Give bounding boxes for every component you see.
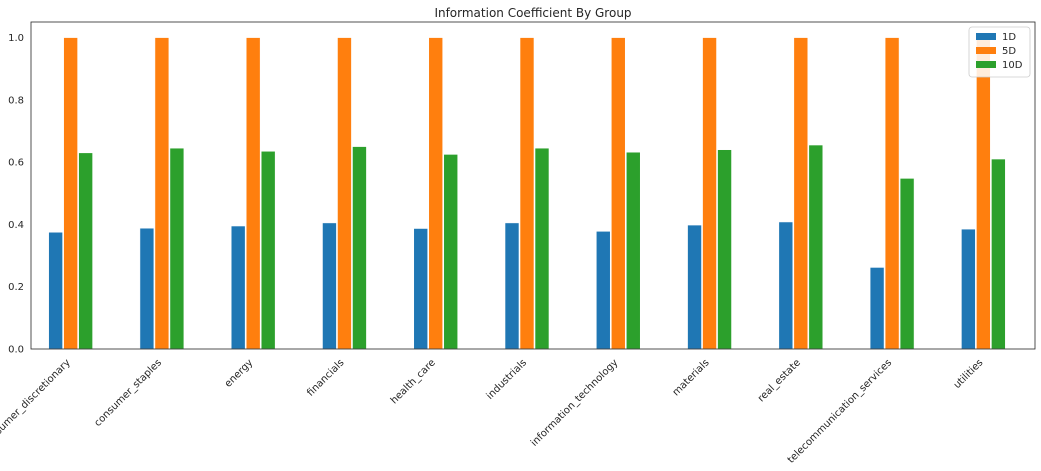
x-axis: consumer_discretionary consumer_staples en… bbox=[0, 357, 985, 466]
x-tick-label: information_technology bbox=[529, 357, 620, 448]
plot-frame bbox=[30, 21, 1036, 350]
legend-swatch-10D bbox=[976, 61, 996, 68]
y-axis: 0.0 0.2 0.4 0.6 0.8 1.0 bbox=[8, 33, 24, 355]
x-tick-label: energy bbox=[223, 357, 255, 389]
bar-1D-information_technology bbox=[595, 230, 611, 350]
x-tick-label: telecommunication_services bbox=[786, 357, 894, 465]
bar-1D-health_care bbox=[413, 228, 429, 350]
y-tick-label: 1.0 bbox=[8, 33, 24, 44]
y-tick-label: 0.6 bbox=[8, 158, 24, 169]
bar-5D-materials bbox=[702, 37, 717, 350]
bars-group bbox=[48, 37, 1006, 350]
chart-title: Information Coefficient By Group bbox=[434, 6, 631, 20]
bar-10D-health_care bbox=[443, 154, 459, 350]
bar-10D-financials bbox=[352, 146, 367, 350]
legend-swatch-1D bbox=[976, 33, 996, 40]
bar-5D-energy bbox=[245, 37, 261, 350]
legend-label-5D: 5D bbox=[1002, 46, 1016, 57]
bar-1D-materials bbox=[687, 224, 702, 350]
bar-10D-information_technology bbox=[625, 151, 641, 350]
bar-10D-materials bbox=[717, 149, 732, 350]
bar-5D-consumer_staples bbox=[154, 37, 170, 350]
x-tick-label: real_estate bbox=[756, 357, 803, 404]
y-tick-label: 0.0 bbox=[8, 345, 24, 356]
bar-5D-real_estate bbox=[793, 37, 809, 350]
legend-swatch-5D bbox=[976, 47, 996, 54]
x-tick-label: materials bbox=[671, 357, 712, 398]
bar-5D-industrials bbox=[519, 37, 535, 350]
bar-1D-telecommunication_services bbox=[869, 267, 885, 350]
bar-1D-consumer_discretionary bbox=[48, 231, 63, 350]
bar-5D-health_care bbox=[428, 37, 444, 350]
legend: 1D 5D 10D bbox=[968, 26, 1031, 78]
x-tick-label: industrials bbox=[485, 357, 530, 402]
bar-1D-real_estate bbox=[778, 221, 794, 350]
bar-10D-industrials bbox=[534, 147, 550, 350]
y-tick-label: 0.4 bbox=[8, 220, 24, 231]
bar-5D-financials bbox=[337, 37, 352, 350]
bar-1D-utilities bbox=[961, 228, 976, 350]
y-tick-label: 0.2 bbox=[8, 282, 24, 293]
bar-1D-consumer_staples bbox=[139, 227, 155, 350]
x-tick-label: consumer_staples bbox=[92, 357, 164, 429]
bar-5D-information_technology bbox=[610, 37, 626, 350]
bar-1D-energy bbox=[230, 225, 246, 350]
legend-label-10D: 10D bbox=[1002, 60, 1023, 71]
bar-10D-consumer_discretionary bbox=[78, 152, 93, 350]
bar-1D-industrials bbox=[504, 222, 520, 350]
bar-10D-utilities bbox=[991, 158, 1006, 350]
x-tick-label: utilities bbox=[952, 357, 986, 391]
bar-10D-telecommunication_services bbox=[899, 178, 915, 350]
x-tick-label: financials bbox=[305, 357, 346, 398]
bar-10D-real_estate bbox=[808, 144, 824, 350]
bar-5D-consumer_discretionary bbox=[63, 37, 78, 350]
bar-5D-telecommunication_services bbox=[884, 37, 900, 350]
bar-1D-financials bbox=[322, 222, 337, 350]
bar-10D-consumer_staples bbox=[169, 147, 185, 350]
x-tick-label: consumer_discretionary bbox=[0, 357, 73, 449]
x-tick-label: health_care bbox=[389, 357, 438, 406]
bar-5D-utilities bbox=[976, 37, 991, 350]
legend-label-1D: 1D bbox=[1002, 32, 1016, 43]
y-tick-label: 0.8 bbox=[8, 95, 24, 106]
bar-10D-energy bbox=[260, 150, 276, 350]
